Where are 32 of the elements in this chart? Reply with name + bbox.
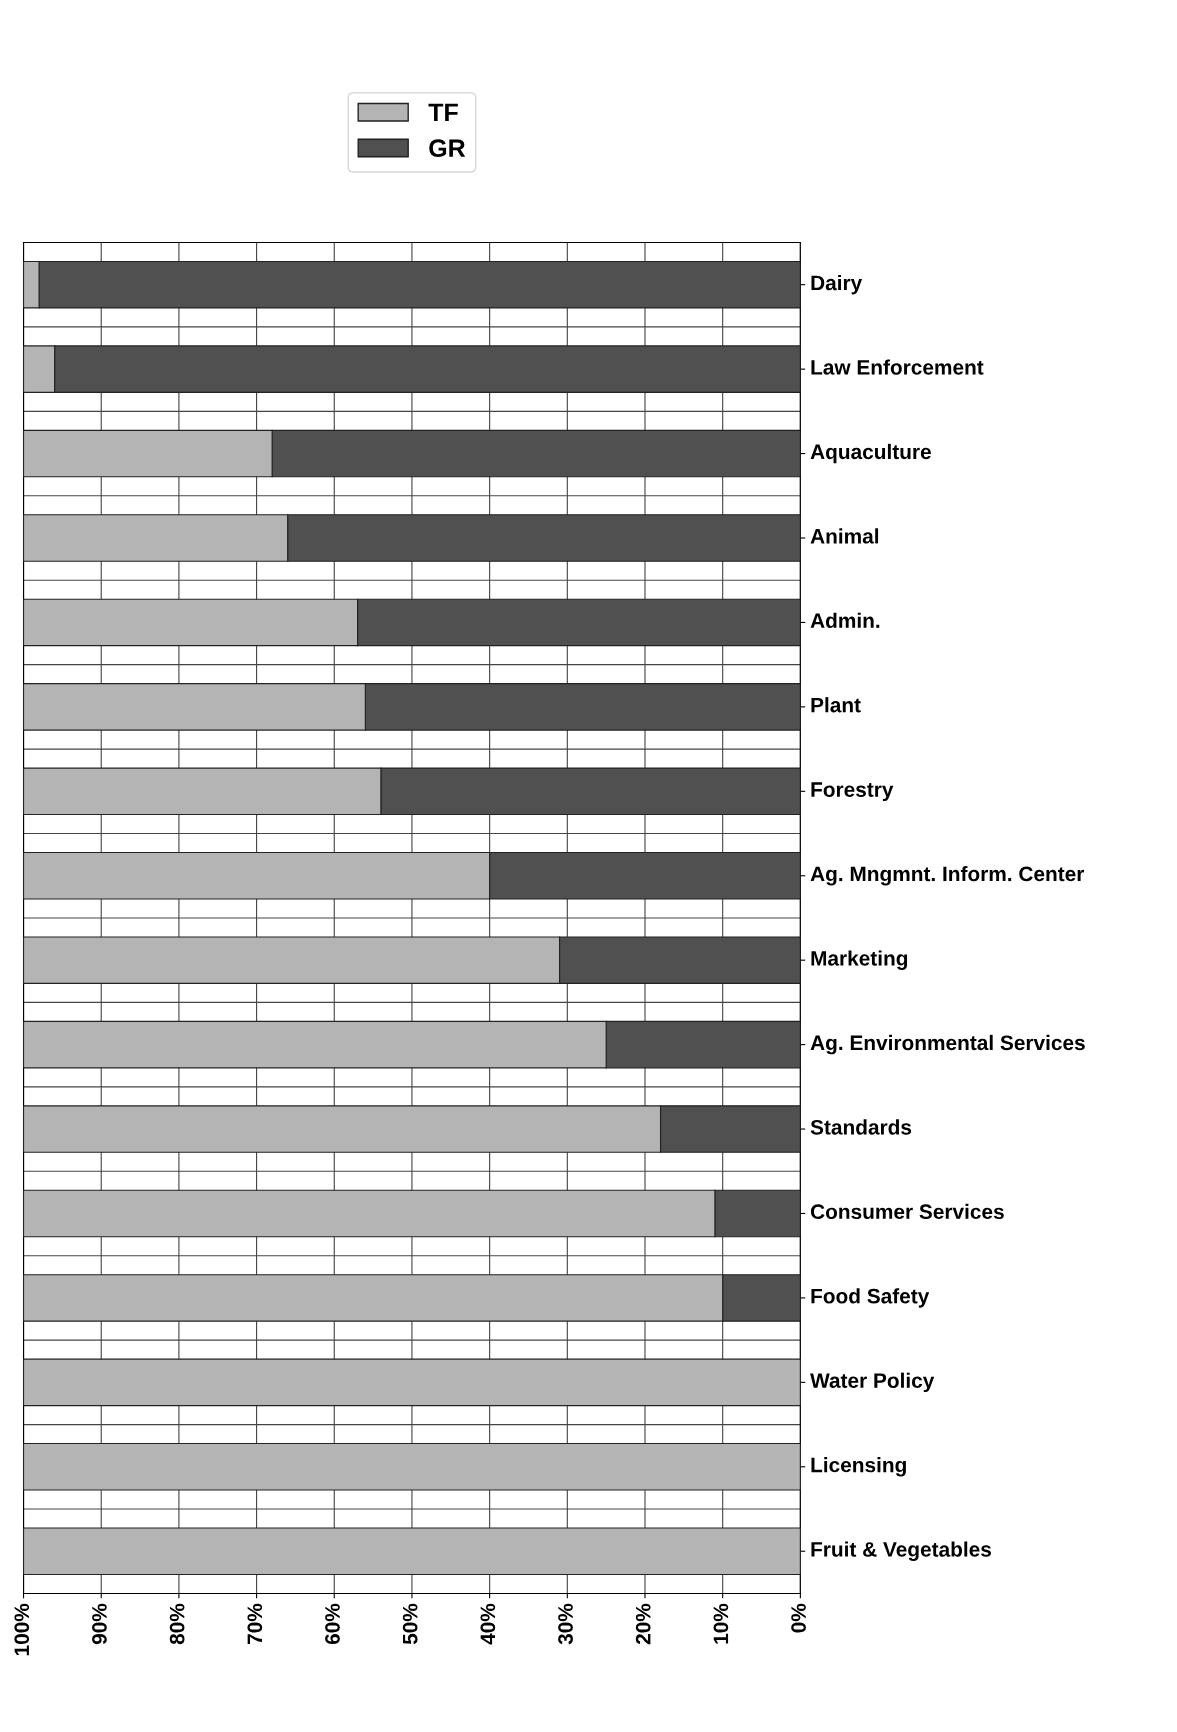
y-tick-label: Admin. — [810, 612, 880, 629]
y-tick-label: Ag. Environmental Services — [810, 1034, 1085, 1055]
y-tick-label: Ag. Mngmnt. Inform. Center — [810, 865, 1085, 886]
y-tick-label: Marketing — [811, 950, 908, 970]
bar — [23, 1527, 801, 1575]
x-tick-label: 70% — [247, 1603, 263, 1644]
y-tick-label: Water Policy — [810, 1372, 935, 1393]
legend-label: TF — [428, 103, 458, 121]
y-tick-label: Aquaculture — [810, 443, 931, 464]
x-tick-label: 20% — [635, 1603, 651, 1645]
bar — [23, 1358, 801, 1407]
bar — [23, 1443, 801, 1491]
x-tick-label: 30% — [558, 1603, 573, 1645]
x-tick-label: 50% — [402, 1603, 418, 1645]
x-tick-label: 60% — [325, 1603, 340, 1645]
x-tick-label: 90% — [92, 1603, 107, 1645]
y-tick-label: Animal — [810, 528, 879, 544]
x-tick-label: 80% — [169, 1603, 185, 1645]
y-tick-label: Law Enforcement — [811, 359, 984, 375]
x-tick-label: 100% — [14, 1603, 30, 1656]
legend-label: GR — [429, 139, 466, 158]
y-tick-label: Licensing — [811, 1457, 906, 1477]
y-tick-label: Fruit & Vegetables — [811, 1541, 991, 1561]
x-tick-label: 0% — [791, 1603, 806, 1633]
y-tick-label: Plant — [811, 697, 861, 713]
y-tick-label: Standards — [810, 1119, 912, 1135]
x-tick-label: 40% — [480, 1603, 496, 1645]
y-tick-label: Consumer Services — [810, 1203, 1004, 1220]
y-tick-label: Forestry — [811, 782, 894, 802]
x-tick-label: 10% — [713, 1603, 729, 1644]
y-tick-label: Dairy — [811, 274, 863, 295]
y-tick-label: Food Safety — [811, 1288, 930, 1308]
